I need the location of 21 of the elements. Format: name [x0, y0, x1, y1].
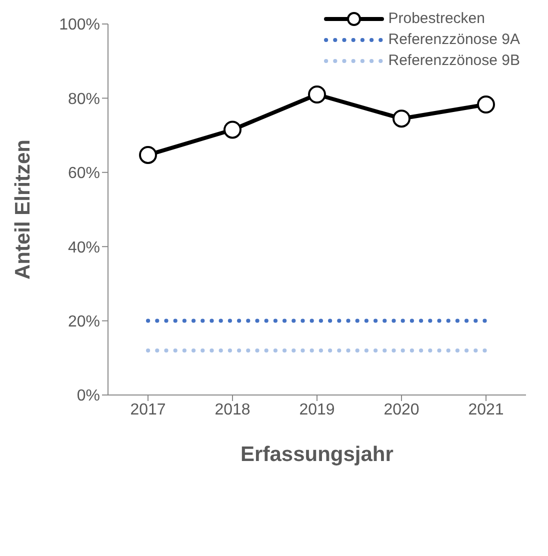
x-tick-label: 2021 — [468, 401, 504, 418]
y-axis-title: Anteil Elritzen — [11, 139, 34, 280]
point — [224, 120, 242, 139]
y-tick-label: 20% — [68, 313, 100, 330]
point — [308, 85, 326, 104]
y-tick-label: 60% — [68, 165, 100, 182]
y-tick-label: 40% — [68, 239, 100, 256]
point — [392, 110, 410, 128]
x-axis-title: Erfassungsjahr — [240, 443, 394, 466]
legend-label: Probestrecken — [388, 10, 485, 27]
legend-label: Referenzzönose 9A — [388, 31, 520, 48]
y-tick-label: 80% — [68, 90, 100, 108]
x-tick-label: 2020 — [384, 401, 420, 418]
x-tick-label: 2018 — [214, 401, 250, 418]
y-tick-label: 0% — [76, 388, 100, 405]
y-tick-label: 100% — [59, 16, 100, 34]
x-tick-label: 2019 — [299, 401, 335, 418]
point — [477, 96, 495, 114]
x-tick-label: 2017 — [130, 401, 166, 418]
point — [139, 146, 157, 164]
legend-label: Referenzzönose 9B — [388, 52, 520, 69]
